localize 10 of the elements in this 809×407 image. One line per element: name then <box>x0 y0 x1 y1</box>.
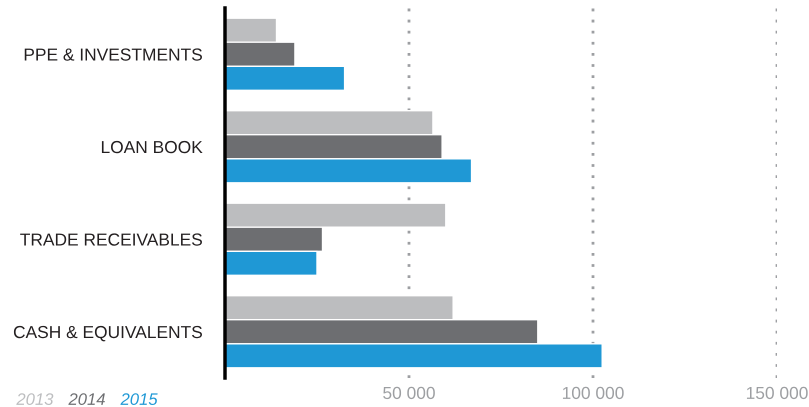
y-tick-label: TRADE RECEIVABLES <box>20 233 202 246</box>
y-tick-label: CASH & EQUIVALENTS <box>14 326 202 342</box>
text: 2013 <box>16 393 54 406</box>
y-tick-label: PPE & INVESTMENTS <box>24 48 202 61</box>
text: 2014 <box>68 393 105 406</box>
y-tick-label: LOAN BOOK <box>102 140 203 154</box>
text: 2015 <box>120 393 158 406</box>
x-tick-label: 50 000 <box>383 386 435 400</box>
x-tick-label: 100 000 <box>562 386 624 400</box>
x-tick-label: 150 000 <box>746 386 808 400</box>
